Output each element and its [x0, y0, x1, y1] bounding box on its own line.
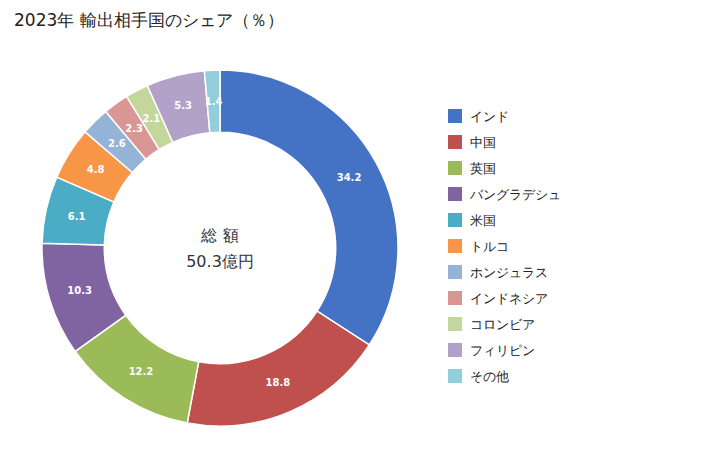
legend-swatch — [448, 135, 462, 149]
data-labels: 34.2 18.8 12.2 10.3 6.1 4.8 2.6 2.32.1 5.3 1.4 — [67, 96, 361, 389]
legend: インド中国英国バングラデシュ米国トルコホンジュラスインドネシアコロンビアフィリピ… — [448, 109, 561, 384]
legend-item: インド — [448, 109, 509, 124]
slice — [220, 70, 398, 345]
center-text: 50.3億円 — [186, 252, 254, 271]
data-label: 10.3 — [67, 285, 92, 296]
slice — [147, 71, 210, 143]
slices — [42, 70, 398, 426]
data-label: 5.3 — [174, 100, 192, 111]
legend-label: 英国 — [470, 161, 496, 176]
legend-label: インドネシア — [470, 291, 548, 306]
legend-item: ホンジュラス — [448, 265, 548, 280]
data-label: 2.3 — [125, 123, 143, 134]
legend-item: バングラデシュ — [448, 187, 561, 202]
legend-swatch — [448, 343, 462, 357]
data-label: 2.6 — [108, 138, 126, 149]
legend-swatch — [448, 109, 462, 123]
legend-label: 米国 — [470, 213, 496, 228]
legend-swatch — [448, 291, 462, 305]
data-label: 6.1 — [68, 211, 86, 222]
center-text: 総 額 — [200, 226, 238, 245]
legend-label: バングラデシュ — [469, 187, 561, 202]
legend-swatch — [448, 265, 462, 279]
legend-item: トルコ — [448, 239, 509, 254]
legend-swatch — [448, 213, 462, 227]
legend-item: 米国 — [448, 213, 496, 228]
data-label: 18.8 — [265, 377, 290, 388]
legend-label: 中国 — [470, 135, 496, 150]
slice — [57, 132, 133, 202]
legend-swatch — [448, 369, 462, 383]
legend-swatch — [448, 239, 462, 253]
legend-item: コロンビア — [448, 317, 535, 332]
legend-label: フィリピン — [470, 343, 535, 358]
title: 2023年 輸出相手国のシェア（％） — [14, 10, 284, 30]
legend-item: 中国 — [448, 135, 496, 150]
chart: 2023年 輸出相手国のシェア（％） 34.2 18.8 12.2 10.3 6.1 4.8… — [0, 0, 728, 450]
legend-item: 英国 — [448, 161, 496, 176]
legend-label: その他 — [470, 369, 509, 384]
data-label: 2.1 — [142, 113, 160, 124]
data-label: 34.2 — [337, 172, 362, 183]
legend-label: コロンビア — [470, 317, 535, 332]
legend-label: ホンジュラス — [470, 265, 548, 280]
data-label: 1.4 — [205, 96, 223, 107]
data-label: 12.2 — [129, 366, 154, 377]
legend-item: フィリピン — [448, 343, 535, 358]
legend-swatch — [448, 161, 462, 175]
legend-swatch — [448, 317, 462, 331]
legend-swatch — [448, 187, 462, 201]
pie-group: 34.2 18.8 12.2 10.3 6.1 4.8 2.6 2.32.1 5.3 1.4 総 額… — [42, 70, 398, 426]
data-label: 4.8 — [87, 164, 105, 175]
legend-label: トルコ — [470, 239, 509, 254]
legend-item: その他 — [448, 369, 509, 384]
legend-item: インドネシア — [448, 291, 548, 306]
slice — [187, 311, 369, 426]
legend-label: インド — [470, 109, 509, 124]
slice — [42, 243, 126, 351]
